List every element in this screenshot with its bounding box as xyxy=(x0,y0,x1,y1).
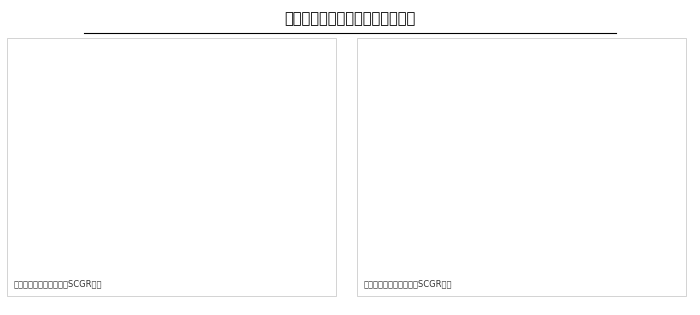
Wedge shape xyxy=(178,126,185,143)
Wedge shape xyxy=(498,144,528,203)
Wedge shape xyxy=(516,129,529,147)
Wedge shape xyxy=(526,124,541,144)
Wedge shape xyxy=(173,124,234,209)
Text: 2021年
世界全体の
パーム油輸出量
5,218万トン: 2021年 世界全体の パーム油輸出量 5,218万トン xyxy=(170,141,212,189)
Text: ナイジェリア
2%: ナイジェリア 2% xyxy=(480,111,523,139)
Wedge shape xyxy=(512,132,526,149)
Text: その他
4%: その他 4% xyxy=(168,103,187,134)
Wedge shape xyxy=(166,129,179,147)
Text: タイ
1%: タイ 1% xyxy=(158,106,180,135)
Text: マレーシア
33%: マレーシア 33% xyxy=(110,163,158,182)
Text: コロンビア
1%: コロンビア 1% xyxy=(139,109,176,137)
Wedge shape xyxy=(505,136,524,154)
Text: インドネシア
57%: インドネシア 57% xyxy=(224,169,276,189)
Text: その他
6%: その他 6% xyxy=(515,104,535,134)
Text: （出所）米国農務省よりSCGR作成: （出所）米国農務省よりSCGR作成 xyxy=(364,279,452,288)
Wedge shape xyxy=(523,127,532,145)
Text: パプアニューギニア
1%: パプアニューギニア 1% xyxy=(121,107,178,136)
Wedge shape xyxy=(519,124,584,209)
Wedge shape xyxy=(176,126,183,144)
Wedge shape xyxy=(521,129,531,145)
Text: タイ
4%: タイ 4% xyxy=(485,123,515,146)
Text: ホンジュラス
1%: ホンジュラス 1% xyxy=(144,105,182,135)
Text: グアテマラ
1%: グアテマラ 1% xyxy=(489,109,526,137)
Text: 2021年
世界全体の
パーム油生産量
7,554万トン: 2021年 世界全体の パーム油生産量 7,554万トン xyxy=(520,141,562,189)
Wedge shape xyxy=(148,132,181,205)
Text: ホンジュラス
1%: ホンジュラス 1% xyxy=(487,107,528,136)
Text: （出所）米国農務省よりSCGR作成: （出所）米国農務省よりSCGR作成 xyxy=(14,279,102,288)
Wedge shape xyxy=(181,124,191,143)
Text: マレーシア
25%: マレーシア 25% xyxy=(461,169,508,189)
Wedge shape xyxy=(173,127,182,145)
Text: インドネシア
59%: インドネシア 59% xyxy=(573,173,626,192)
Wedge shape xyxy=(171,129,181,145)
Text: グアテマラ
2%: グアテマラ 2% xyxy=(135,111,173,139)
Text: コロンビア
2%: コロンビア 2% xyxy=(480,115,520,141)
Text: 図表２　パーム油生産量・輸出量: 図表２ パーム油生産量・輸出量 xyxy=(284,11,416,26)
